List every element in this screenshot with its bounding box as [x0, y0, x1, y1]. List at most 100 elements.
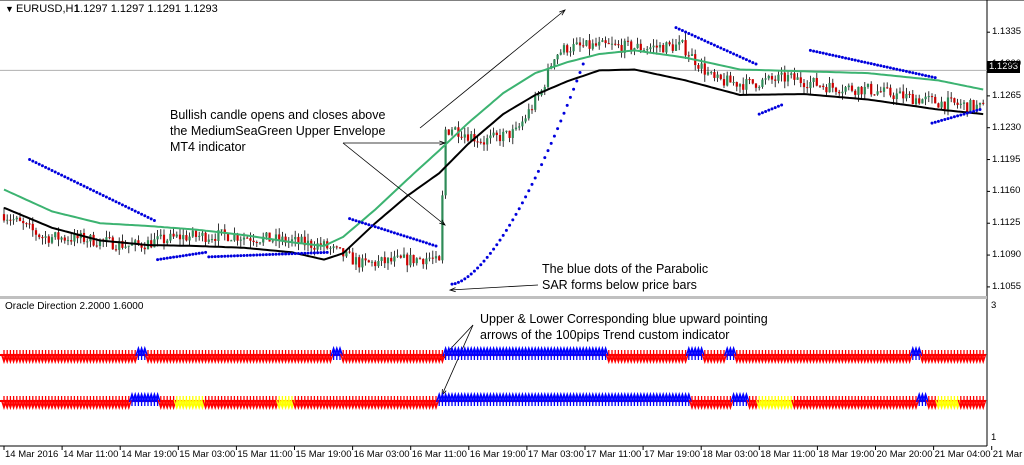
- sar-dot: [690, 33, 694, 37]
- candle-body: [978, 102, 982, 105]
- sar-dot: [536, 169, 540, 173]
- candle-body: [908, 93, 911, 95]
- sar-dot: [543, 156, 547, 160]
- candle-body: [204, 232, 207, 242]
- sar-dot: [316, 251, 320, 255]
- candle-body: [386, 257, 390, 264]
- candle-body: [463, 134, 466, 138]
- sar-dot: [716, 45, 720, 49]
- annotation-sar-line-1: The blue dots of the Parabolic: [542, 262, 709, 276]
- candle-body: [802, 83, 806, 88]
- sar-dot: [357, 220, 361, 224]
- time-label: 16 Mar 03:00: [353, 449, 410, 460]
- price-label: 1.1090: [992, 249, 1022, 261]
- candle-body: [895, 93, 898, 100]
- candle-body: [377, 260, 380, 267]
- candle-body: [569, 51, 572, 53]
- candle-body: [274, 234, 278, 241]
- price-label: 1.1160: [992, 185, 1021, 197]
- candle-body: [230, 240, 233, 242]
- candle-body: [185, 235, 188, 241]
- candle-body: [489, 135, 492, 139]
- sar-dot: [421, 240, 425, 244]
- candle-body: [380, 257, 383, 261]
- sar-dot: [351, 218, 355, 222]
- candle-body: [543, 87, 546, 91]
- candle-body: [354, 257, 358, 265]
- candle-body: [850, 85, 854, 91]
- sar-dot: [514, 212, 518, 216]
- envelope-line: [3, 49, 984, 248]
- sar-dot: [898, 68, 902, 72]
- candle-body: [431, 257, 434, 259]
- sar-dot: [581, 62, 585, 66]
- sar-dot: [943, 118, 947, 122]
- candle-body: [735, 82, 738, 87]
- arrow-up: [154, 391, 161, 406]
- candle-body: [607, 43, 610, 45]
- arrow-down: [720, 350, 728, 365]
- sar-dot: [520, 201, 524, 205]
- sar-dot: [47, 167, 51, 171]
- sar-dot: [44, 165, 48, 169]
- candle-body: [761, 79, 764, 87]
- subwindow-separator[interactable]: [0, 296, 987, 299]
- candle-body: [268, 232, 271, 242]
- candle-body: [2, 214, 6, 221]
- candle-body: [546, 68, 550, 88]
- candle-body: [329, 247, 332, 249]
- candle-body: [438, 256, 441, 261]
- candle-body: [524, 118, 527, 122]
- candle-body: [390, 257, 393, 262]
- sar-dot: [476, 266, 480, 270]
- sar-dot: [322, 250, 326, 254]
- sar-dot: [888, 66, 892, 70]
- candle-body: [15, 217, 18, 220]
- candle-body: [534, 95, 537, 110]
- sar-dot: [245, 253, 249, 257]
- candle-body: [972, 100, 975, 111]
- candle-body: [105, 237, 108, 241]
- annotation-arrows: Upper & Lower Corresponding blue upward …: [480, 311, 768, 343]
- candle-body: [54, 232, 57, 238]
- candle-body: [9, 219, 12, 221]
- sar-dot: [850, 57, 854, 61]
- sar-dot: [719, 46, 723, 50]
- sar-dot: [834, 54, 838, 58]
- candle-body: [242, 237, 246, 240]
- candle-body: [226, 233, 230, 241]
- sar-dot: [236, 254, 240, 258]
- candle-body: [562, 45, 566, 53]
- candle-body: [137, 240, 140, 244]
- candle-body: [508, 130, 511, 138]
- sar-dot: [207, 255, 211, 259]
- candle-body: [166, 240, 169, 244]
- sar-dot: [751, 61, 755, 65]
- sar-dot: [95, 190, 99, 194]
- candle-body: [962, 102, 966, 104]
- sar-dot: [696, 36, 700, 40]
- sar-dot: [66, 176, 70, 180]
- candle-body: [191, 230, 194, 237]
- candle-body: [953, 98, 956, 103]
- candle-body: [729, 75, 732, 83]
- candle-body: [31, 223, 34, 231]
- time-label: 16 Mar 19:00: [469, 449, 526, 460]
- candle-body: [454, 127, 457, 130]
- dropdown-icon[interactable]: ▼: [5, 4, 14, 14]
- candle-body: [537, 95, 540, 97]
- candle-body: [214, 239, 217, 241]
- sar-dot: [165, 256, 169, 260]
- candle-body: [636, 43, 639, 49]
- sar-dot: [952, 115, 956, 119]
- candle-body: [44, 236, 47, 238]
- sar-dot: [373, 225, 377, 229]
- sar-dot: [229, 254, 233, 258]
- annotation-arrowhead: [439, 140, 447, 146]
- candle-body: [892, 95, 895, 100]
- sar-dot: [860, 60, 864, 64]
- sar-dot: [466, 275, 470, 279]
- sar-dot: [956, 114, 960, 118]
